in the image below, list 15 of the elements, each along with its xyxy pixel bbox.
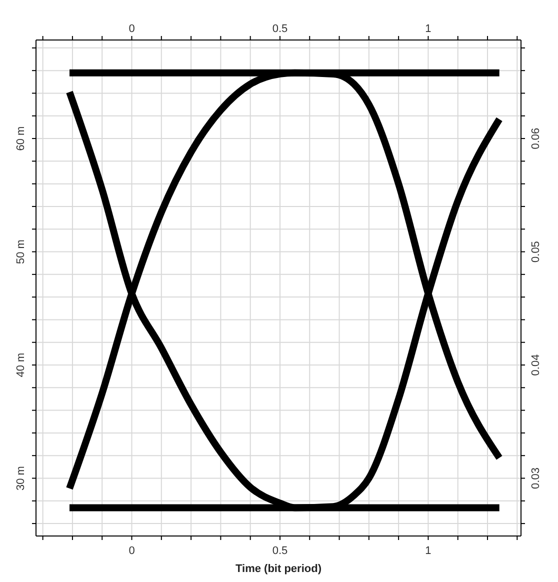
y-tick-label: 50 m xyxy=(15,240,27,264)
y2-tick-label: 0.06 xyxy=(530,128,542,150)
x2-tick-label: 0 xyxy=(128,545,135,557)
x2-tick-label: 0.5 xyxy=(272,545,288,557)
y2-tick-label: 0.03 xyxy=(530,468,542,489)
y2-tick-label: 0.05 xyxy=(530,241,542,262)
x-tick-label: 0 xyxy=(128,23,135,35)
x-axis-title: Time (bit period) xyxy=(236,563,322,575)
y-tick-label: 60 m xyxy=(15,126,27,151)
y-tick-label: 30 m xyxy=(15,466,27,490)
x-tick-label: 0.5 xyxy=(272,23,288,35)
x2-tick-label: 1 xyxy=(425,545,432,557)
x-tick-label: 1 xyxy=(425,23,432,35)
y-tick-label: 40 m xyxy=(15,352,27,378)
y2-tick-label: 0.04 xyxy=(530,354,542,376)
